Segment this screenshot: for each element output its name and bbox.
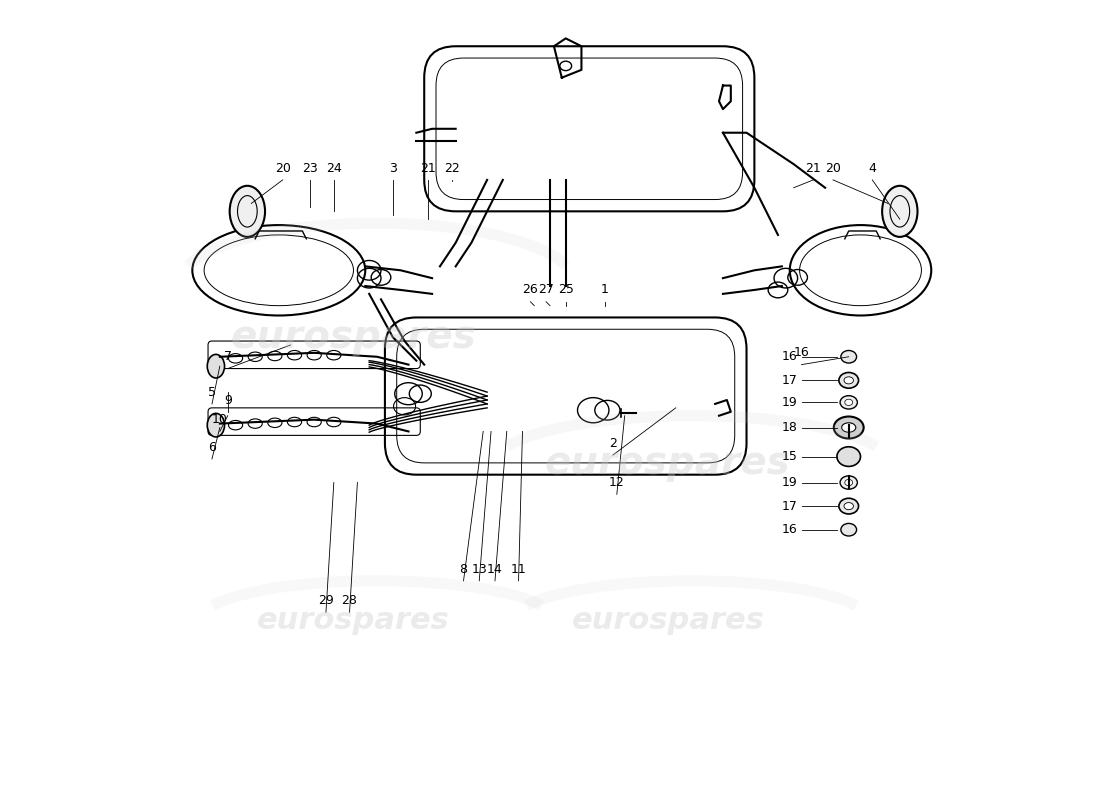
Text: 19: 19 bbox=[782, 476, 797, 489]
FancyBboxPatch shape bbox=[385, 318, 747, 474]
Text: 6: 6 bbox=[208, 441, 216, 454]
Text: 20: 20 bbox=[275, 162, 290, 174]
Ellipse shape bbox=[790, 225, 932, 315]
Ellipse shape bbox=[845, 399, 853, 406]
Text: 26: 26 bbox=[522, 283, 538, 297]
Text: 16: 16 bbox=[782, 350, 797, 363]
Ellipse shape bbox=[834, 417, 864, 438]
Text: 14: 14 bbox=[487, 562, 503, 575]
Text: 17: 17 bbox=[782, 374, 797, 387]
Text: 13: 13 bbox=[472, 562, 487, 575]
Text: eurospares: eurospares bbox=[231, 318, 476, 356]
Text: 12: 12 bbox=[609, 476, 625, 489]
Text: 29: 29 bbox=[318, 594, 333, 607]
Text: 17: 17 bbox=[782, 500, 797, 513]
Ellipse shape bbox=[839, 498, 858, 514]
Ellipse shape bbox=[207, 414, 224, 437]
Ellipse shape bbox=[882, 186, 917, 237]
Ellipse shape bbox=[840, 523, 857, 536]
Text: 1: 1 bbox=[601, 283, 609, 297]
Ellipse shape bbox=[207, 354, 224, 378]
Text: 25: 25 bbox=[558, 283, 574, 297]
Ellipse shape bbox=[192, 225, 365, 315]
Text: 21: 21 bbox=[805, 162, 822, 174]
Text: 10: 10 bbox=[212, 413, 228, 426]
Text: 8: 8 bbox=[460, 562, 467, 575]
Ellipse shape bbox=[840, 350, 857, 363]
Text: 22: 22 bbox=[444, 162, 460, 174]
Text: 9: 9 bbox=[223, 394, 232, 406]
Text: 15: 15 bbox=[782, 450, 797, 463]
Text: 18: 18 bbox=[782, 421, 797, 434]
Text: eurospares: eurospares bbox=[544, 444, 791, 482]
Text: 3: 3 bbox=[388, 162, 397, 174]
Text: 28: 28 bbox=[342, 594, 358, 607]
FancyBboxPatch shape bbox=[425, 46, 755, 211]
Text: 20: 20 bbox=[825, 162, 840, 174]
Text: 27: 27 bbox=[538, 283, 554, 297]
Text: 16: 16 bbox=[782, 523, 797, 536]
Ellipse shape bbox=[844, 502, 854, 510]
Ellipse shape bbox=[845, 479, 853, 486]
Text: eurospares: eurospares bbox=[572, 606, 764, 634]
Text: 2: 2 bbox=[609, 437, 617, 450]
Ellipse shape bbox=[230, 186, 265, 237]
Ellipse shape bbox=[842, 422, 856, 432]
Text: 5: 5 bbox=[208, 386, 216, 398]
Ellipse shape bbox=[839, 373, 858, 388]
Text: 24: 24 bbox=[326, 162, 342, 174]
Ellipse shape bbox=[837, 446, 860, 466]
Ellipse shape bbox=[840, 476, 857, 490]
Text: 16: 16 bbox=[794, 346, 810, 359]
Text: 23: 23 bbox=[302, 162, 318, 174]
Text: 19: 19 bbox=[782, 396, 797, 409]
Text: 4: 4 bbox=[868, 162, 877, 174]
Text: 11: 11 bbox=[510, 562, 527, 575]
Ellipse shape bbox=[840, 396, 857, 409]
Text: 21: 21 bbox=[420, 162, 436, 174]
Text: 7: 7 bbox=[223, 350, 232, 363]
Text: eurospares: eurospares bbox=[257, 606, 450, 634]
Ellipse shape bbox=[844, 377, 854, 384]
